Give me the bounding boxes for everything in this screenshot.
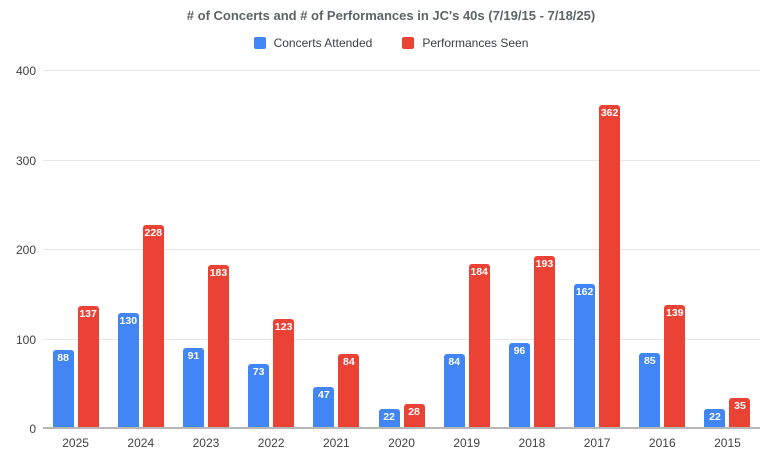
bar-2022-performances-seen: 123 [273, 318, 295, 429]
bar-value-label: 91 [187, 349, 200, 362]
bar-group-2021: 47 84 [304, 71, 369, 429]
bar-2024-performances-seen: 228 [142, 224, 164, 429]
bar-group-2016: 85 139 [630, 71, 695, 429]
x-axis: 2025 2024 2023 2022 2021 2020 2019 2018 2017 2016… [43, 436, 760, 450]
bar-group-2017: 162 362 [565, 71, 630, 429]
legend-item-performances-seen: Performances Seen [402, 36, 528, 50]
bar-value-label: 35 [734, 399, 746, 412]
legend-swatch-concerts-attended [253, 37, 266, 49]
y-tick-label-0: 0 [29, 422, 36, 436]
x-tick-label-2019: 2019 [453, 436, 481, 450]
x-tick-label-2021: 2021 [322, 436, 350, 450]
bar-2016-performances-seen: 139 [664, 304, 686, 429]
bar-2019-concerts-attended: 84 [443, 353, 465, 429]
bar-2015-performances-seen: 35 [729, 397, 751, 429]
bar-2021-concerts-attended: 47 [313, 386, 335, 429]
bar-value-label: 96 [513, 345, 526, 358]
bar-value-label: 22 [383, 411, 395, 424]
bar-value-label: 85 [643, 354, 656, 367]
bar-value-label: 130 [119, 314, 138, 327]
x-tick-label-2024: 2024 [127, 436, 155, 450]
y-axis: 0 100 200 300 400 [0, 65, 36, 435]
bar-value-label: 139 [666, 306, 684, 319]
bar-2018-concerts-attended: 96 [508, 343, 530, 429]
bar-2023-concerts-attended: 91 [182, 347, 204, 429]
legend-label-performances-seen: Performances Seen [422, 36, 529, 50]
y-tick-label-300: 300 [15, 153, 36, 168]
bar-value-label: 184 [470, 266, 488, 279]
x-tick-label-2023: 2023 [192, 436, 220, 450]
bar-2018-performances-seen: 193 [533, 256, 555, 429]
bar-value-label: 28 [408, 405, 420, 418]
bar-2016-concerts-attended: 85 [639, 352, 661, 429]
x-tick-label-2018: 2018 [518, 436, 546, 450]
x-tick-label-2015: 2015 [714, 436, 741, 450]
bar-2019-performances-seen: 184 [468, 264, 490, 429]
bar-group-2025: 88 137 [43, 71, 108, 429]
plot-area: 88 137 130 228 91 183 73 123 47 84 22 28 84 184 96 193 1… [43, 70, 760, 429]
x-axis-baseline [43, 427, 760, 429]
bar-value-label: 88 [57, 352, 69, 365]
bar-value-label: 137 [79, 308, 97, 321]
bar-2017-performances-seen: 362 [599, 105, 621, 429]
bar-group-2024: 130 228 [108, 71, 173, 429]
legend: Concerts Attended Performances Seen [0, 36, 782, 50]
bar-2025-concerts-attended: 88 [52, 350, 74, 429]
y-tick-label-200: 200 [15, 243, 36, 257]
bar-value-label: 47 [318, 388, 330, 401]
bar-2025-performances-seen: 137 [77, 306, 99, 429]
gridline-100 [43, 338, 760, 340]
bar-2015-concerts-attended: 22 [704, 409, 726, 429]
bar-group-2015: 22 35 [695, 71, 760, 429]
bar-groups: 88 137 130 228 91 183 73 123 47 84 22 28 84 184 96 193 1… [43, 71, 760, 429]
gridline-300 [43, 159, 760, 161]
bar-value-label: 362 [600, 107, 619, 120]
bar-2022-concerts-attended: 73 [248, 363, 270, 429]
x-tick-label-2017: 2017 [583, 436, 611, 450]
bar-group-2020: 22 28 [369, 71, 434, 429]
gridline-200 [43, 249, 760, 250]
x-tick-label-2016: 2016 [648, 436, 676, 450]
bar-value-label: 183 [209, 267, 228, 280]
bar-2020-performances-seen: 28 [403, 403, 425, 429]
bar-2020-concerts-attended: 22 [378, 409, 400, 429]
bar-2023-performances-seen: 183 [207, 265, 229, 429]
bar-value-label: 162 [575, 286, 594, 299]
chart-title: # of Concerts and # of Performances in J… [186, 8, 596, 23]
x-tick-label-2022: 2022 [257, 436, 285, 450]
legend-swatch-performances-seen [402, 37, 415, 49]
x-tick-label-2020: 2020 [388, 436, 415, 450]
bar-group-2018: 96 193 [499, 71, 564, 429]
x-tick-label-2025: 2025 [62, 436, 89, 450]
gridline-400 [43, 70, 760, 71]
bar-value-label: 193 [535, 258, 554, 271]
legend-label-concerts-attended: Concerts Attended [273, 36, 373, 50]
y-tick-label-400: 400 [15, 64, 36, 78]
bar-2024-concerts-attended: 130 [117, 312, 139, 429]
bar-value-label: 73 [252, 365, 265, 378]
bar-group-2023: 91 183 [173, 71, 238, 429]
bar-group-2019: 84 184 [434, 71, 499, 429]
bar-value-label: 123 [274, 320, 293, 333]
bar-2021-performances-seen: 84 [338, 353, 360, 429]
legend-item-concerts-attended: Concerts Attended [253, 36, 373, 50]
bar-value-label: 22 [709, 411, 721, 424]
bar-group-2022: 73 123 [239, 71, 304, 429]
bar-2017-concerts-attended: 162 [574, 284, 596, 429]
bar-value-label: 228 [144, 226, 163, 239]
y-tick-label-100: 100 [15, 332, 36, 347]
bar-value-label: 84 [343, 355, 355, 368]
bar-value-label: 84 [448, 355, 461, 368]
